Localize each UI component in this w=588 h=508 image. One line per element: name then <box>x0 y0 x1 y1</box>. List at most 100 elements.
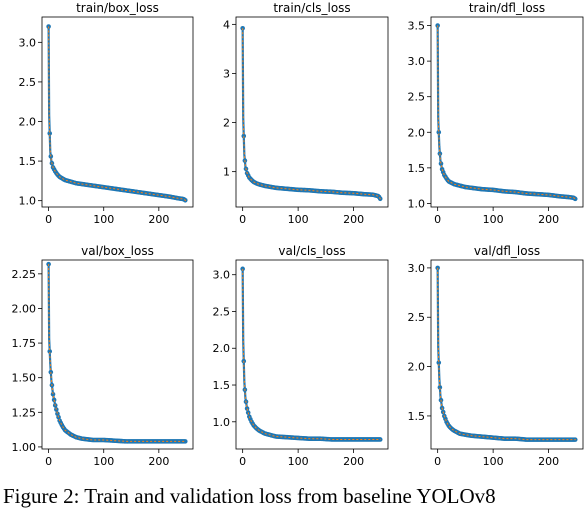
y-tick-label: 2.5 <box>213 305 231 318</box>
x-tick-label: 0 <box>434 455 441 468</box>
loss-series-markers <box>46 24 188 203</box>
y-tick-label: 1.5 <box>19 155 37 168</box>
smooth-series-line <box>242 28 382 200</box>
data-point <box>51 397 57 403</box>
chart-title: val/cls_loss <box>278 244 345 258</box>
x-tick-label: 100 <box>483 455 504 468</box>
y-tick-label: 2.00 <box>12 302 37 315</box>
y-tick-label: 3.0 <box>19 36 37 49</box>
y-tick-label: 1 <box>223 166 230 179</box>
y-tick-label: 3.5 <box>408 20 426 33</box>
x-tick-label: 100 <box>93 455 114 468</box>
smooth-series-line <box>48 264 186 442</box>
axes-frame <box>430 16 584 208</box>
chart-panel-1: train/cls_loss 1 2 3 4 0 100 200 <box>223 1 389 226</box>
data-point <box>438 161 444 166</box>
loss-series-line <box>47 264 186 443</box>
smooth-series-line <box>437 25 577 200</box>
y-tick-label: 1.5 <box>408 410 426 423</box>
y-tick-label: 2.25 <box>12 268 37 281</box>
axes-frame <box>41 259 194 450</box>
data-point <box>436 129 442 135</box>
x-tick-label: 0 <box>239 213 246 226</box>
x-tick-label: 0 <box>434 213 441 226</box>
x-tick-label: 0 <box>239 455 246 468</box>
x-tick-label: 100 <box>288 455 309 468</box>
y-tick-label: 3.0 <box>408 55 426 68</box>
figure-caption: Figure 2: Train and validation loss from… <box>3 484 496 508</box>
y-tick-label: 4 <box>223 18 230 31</box>
y-tick-label: 2.0 <box>19 116 37 129</box>
y-tick-label: 2.0 <box>408 126 426 139</box>
data-point <box>572 196 578 202</box>
data-point <box>50 392 56 397</box>
loss-series-line <box>241 28 382 201</box>
y-tick-label: 1.5 <box>408 162 426 175</box>
x-tick-label: 0 <box>45 213 52 226</box>
axes-frame <box>41 16 194 208</box>
x-tick-label: 100 <box>288 213 309 226</box>
loss-series-line <box>241 268 381 441</box>
y-tick-label: 3 <box>223 67 230 80</box>
data-point <box>182 439 188 444</box>
y-tick-label: 2.0 <box>408 361 426 374</box>
y-tick-label: 1.0 <box>408 197 426 210</box>
loss-series-line <box>436 267 576 441</box>
axes-frame <box>235 259 389 450</box>
axes-frame <box>430 259 584 450</box>
data-point <box>47 131 53 136</box>
x-tick-label: 100 <box>93 213 114 226</box>
x-tick-label: 100 <box>483 213 504 226</box>
chart-panel-2: train/dfl_loss 1.0 1.5 2.0 2.5 3.0 3.5 0 100 200 <box>408 1 584 226</box>
y-tick-label: 2.5 <box>408 311 426 324</box>
y-tick-label: 2.0 <box>213 342 231 355</box>
axes-frame <box>235 16 389 208</box>
y-tick-label: 2.5 <box>19 76 37 89</box>
y-tick-label: 2.5 <box>408 91 426 104</box>
x-tick-label: 200 <box>148 455 169 468</box>
y-tick-label: 2 <box>223 117 230 130</box>
chart-title: train/dfl_loss <box>469 1 545 15</box>
chart-title: train/cls_loss <box>273 1 350 15</box>
loss-series-markers <box>435 23 578 202</box>
x-tick-label: 0 <box>45 455 52 468</box>
chart-title: train/box_loss <box>76 1 159 15</box>
data-point <box>244 406 250 411</box>
y-tick-label: 1.0 <box>213 416 231 429</box>
data-point <box>437 385 443 390</box>
loss-series-markers <box>240 25 383 202</box>
data-point <box>241 133 247 139</box>
loss-series-markers <box>435 265 578 442</box>
loss-series-line <box>436 25 577 201</box>
chart-panel-3: val/box_loss 1.00 1.25 1.50 1.75 2.00 2.25 0 100… <box>12 244 194 468</box>
y-tick-label: 1.75 <box>12 337 37 350</box>
x-tick-label: 200 <box>343 213 364 226</box>
smooth-series-line <box>437 267 576 441</box>
smooth-series-line <box>48 26 187 202</box>
data-point <box>436 360 442 365</box>
chart-title: val/dfl_loss <box>474 244 540 258</box>
chart-panel-0: train/box_loss 1.0 1.5 2.0 2.5 3.0 0 100 200 <box>19 1 194 226</box>
loss-series-line <box>47 26 187 202</box>
chart-panel-4: val/cls_loss 1.0 1.5 2.0 2.5 3.0 0 100 200 <box>213 244 389 468</box>
loss-series-markers <box>46 261 188 444</box>
y-tick-label: 1.00 <box>12 441 37 454</box>
y-tick-label: 1.5 <box>213 379 231 392</box>
y-tick-label: 3.0 <box>408 262 426 275</box>
data-point <box>55 411 60 416</box>
y-tick-label: 3.0 <box>213 269 231 282</box>
y-tick-label: 1.25 <box>12 406 37 419</box>
x-tick-label: 200 <box>538 213 559 226</box>
y-tick-label: 1.0 <box>19 195 37 208</box>
data-point <box>47 349 53 354</box>
chart-panel-5: val/dfl_loss 1.5 2.0 2.5 3.0 0 100 200 <box>408 244 584 468</box>
y-tick-label: 1.50 <box>12 372 37 385</box>
chart-title: val/box_loss <box>81 244 154 258</box>
loss-series-markers <box>240 266 383 442</box>
x-tick-label: 200 <box>343 455 364 468</box>
smooth-series-line <box>242 268 381 440</box>
x-tick-label: 200 <box>538 455 559 468</box>
data-point <box>377 437 383 442</box>
x-tick-label: 200 <box>148 213 169 226</box>
